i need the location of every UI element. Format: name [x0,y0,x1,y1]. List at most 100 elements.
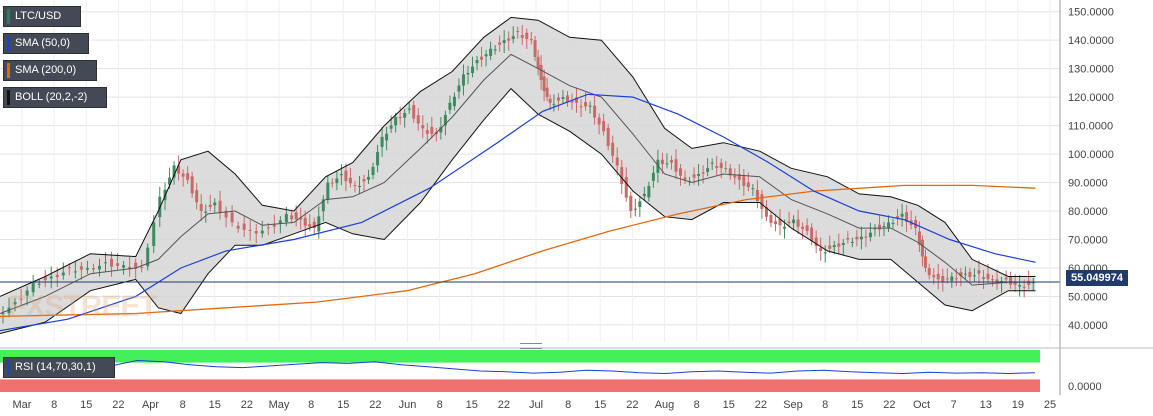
candle-body [995,279,999,283]
y-tick-label: 110.0000 [1068,121,1113,133]
candle-body [380,136,384,147]
candle-body [728,168,732,176]
candle-body [348,177,352,184]
candle-body [828,245,832,249]
candle-body [773,221,777,225]
candle-body [367,176,371,180]
candle-body [764,207,768,217]
candle-body [134,262,138,269]
legend-swatch [7,90,10,105]
candle-body [529,39,533,41]
candle-body [284,213,288,223]
candle-body [213,202,217,206]
legend-boll[interactable]: BOLL (20,2,-2) [3,87,107,108]
candle-body [1009,275,1013,285]
candle-body [13,302,17,305]
candle-body [719,162,723,169]
bollinger-upper-line [0,16,1036,297]
candle-body [91,267,95,270]
candle-body [963,273,967,275]
y-tick-label: 80.0000 [1068,206,1108,218]
legend-label: RSI (14,70,30,1) [15,361,96,373]
candle-body [715,166,719,168]
legend-sma50[interactable]: SMA (50,0) [3,33,89,54]
candle-body [927,267,931,276]
x-tick-label: 8 [180,399,186,411]
y-tick-label: 50.0000 [1068,291,1108,303]
legend-ltcusd[interactable]: LTC/USD [3,6,81,27]
candle-body [846,237,850,240]
x-tick-label: 22 [883,399,895,411]
candle-body [25,290,29,296]
candle-body [489,48,493,56]
candle-body [272,224,276,227]
candle-body [177,165,181,174]
candle-body [674,159,678,172]
panel-resize-handle[interactable] [520,343,542,349]
legend-sma200[interactable]: SMA (200,0) [3,60,97,81]
candle-body [991,279,995,281]
candle-body [294,212,298,220]
x-tick-label: 15 [466,399,478,411]
candle-body [362,179,366,182]
candle-body [954,278,958,280]
candle-body [805,225,809,231]
candle-body [55,274,59,278]
candle-body [959,272,963,277]
candle-body [398,117,402,119]
candle-body [669,159,673,163]
x-tick-label: Jun [399,399,417,411]
y-tick-label: 150.0000 [1068,7,1114,19]
candle-body [864,236,868,238]
legend-swatch [7,360,10,375]
candle-body [116,263,120,266]
candle-body [905,212,909,223]
legend-swatch [7,9,10,24]
candle-body [972,275,976,277]
candle-body [218,200,222,213]
x-tick-label: 15 [80,399,92,411]
candle-body [208,204,212,208]
candle-body [502,40,506,44]
candle-body [941,275,945,282]
candle-body [140,267,144,269]
candle-body [49,276,53,279]
candle-body [1027,280,1031,285]
rsi-tick-label: 0.0000 [1068,381,1102,393]
candle-body [416,115,420,124]
candle-body [260,230,264,234]
candle-body [896,216,900,219]
candle-body [186,173,190,180]
candle-body [204,211,208,213]
candle-body [1,313,5,315]
candle-body [457,85,461,92]
candle-body [561,97,565,100]
candle-body [1004,277,1008,280]
candle-body [484,54,488,57]
x-tick-label: 19 [1012,399,1024,411]
candle-body [769,215,773,223]
candle-body [471,66,475,74]
legend-rsi[interactable]: RSI (14,70,30,1) [3,357,115,378]
candle-body [647,185,651,198]
rsi-oversold-zone [0,379,1040,392]
candle-body [814,237,818,246]
x-tick-label: May [269,399,290,411]
x-tick-label: 22 [369,399,381,411]
x-tick-label: Sep [783,399,803,411]
candle-body [837,243,841,247]
candle-body [692,174,696,178]
candle-body [706,168,710,172]
candle-body [620,167,624,185]
candle-body [981,277,985,279]
candle-body [724,168,728,170]
candle-body [760,194,764,209]
candle-body [855,236,859,240]
candle-body [357,185,361,188]
candle-body [326,182,330,200]
legend-swatch [7,63,10,78]
candle-body [891,222,895,225]
candle-body [548,98,552,103]
x-tick-label: 8 [437,399,443,411]
